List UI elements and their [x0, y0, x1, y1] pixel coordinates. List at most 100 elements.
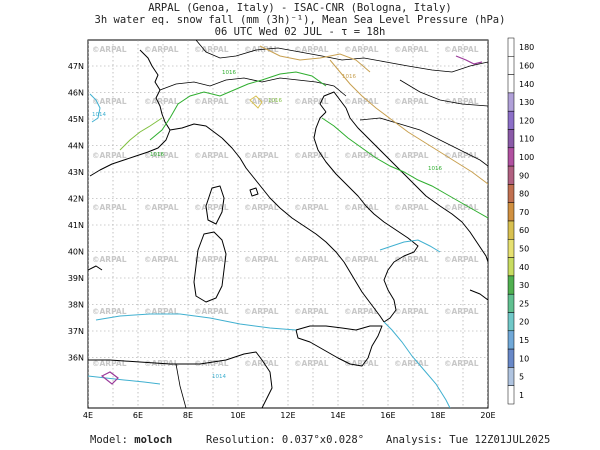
colorbar-level-label: 1 [519, 391, 524, 400]
watermark: ©ARPAL [294, 307, 329, 316]
watermark: ©ARPAL [294, 45, 329, 54]
colorbar-level-label: 130 [519, 98, 534, 107]
isobar-north-tan [259, 45, 371, 73]
colorbar-level-label: 15 [519, 336, 529, 345]
isobar-labels: 1016 1016 1014 1016 1016 1016 1014 [92, 70, 442, 380]
colorbar-level-label: 40 [519, 263, 529, 272]
colorbar-swatch [507, 165, 515, 185]
coast-italy-west [221, 137, 385, 323]
longitude-tick-label: 16E [380, 411, 395, 420]
watermark-layer: ©ARPAL ©ARPAL ©ARPAL ©ARPAL ©ARPAL ©ARPAL ©ARP… [92, 45, 479, 368]
watermark: ©ARPAL [294, 203, 329, 212]
coast-corsica [205, 185, 225, 225]
colorbar-swatch [507, 110, 515, 130]
latitude-tick-label: 42N [68, 195, 84, 204]
latitude-tick-label: 44N [68, 142, 84, 151]
latitude-tick-label: 40N [68, 248, 84, 257]
latitude-tick-label: 37N [68, 327, 84, 336]
colorbar-level-label: 20 [519, 318, 529, 327]
watermark: ©ARPAL [194, 151, 229, 160]
longitude-tick-label: 8E [183, 411, 193, 420]
isobar-value-label: 1014 [92, 112, 106, 118]
colorbar-level-label: 50 [519, 244, 529, 253]
watermark: ©ARPAL [144, 151, 179, 160]
snowfall-patches [100, 55, 483, 385]
colorbar-level-label: 180 [519, 43, 534, 52]
watermark: ©ARPAL [294, 97, 329, 106]
latitude-tick-label: 45N [68, 115, 84, 124]
isobar-value-label: 1016 [150, 152, 164, 158]
watermark: ©ARPAL [144, 307, 179, 316]
colorbar-level-label: 70 [519, 208, 529, 217]
colorbar-swatch [507, 147, 515, 167]
isobar-cyan-ionian [383, 321, 451, 408]
watermark: ©ARPAL [244, 151, 279, 160]
latitude-tick-label: 38N [68, 301, 84, 310]
watermark: ©ARPAL [92, 97, 127, 106]
isobar-balkan-tan [329, 59, 488, 185]
colorbar-swatch [507, 74, 515, 94]
watermark: ©ARPAL [144, 45, 179, 54]
watermark: ©ARPAL [344, 97, 379, 106]
colorbar-level-label: 90 [519, 171, 529, 180]
colorbar-swatch [507, 275, 515, 295]
colorbar-level-label: 160 [519, 61, 534, 70]
coast-north-africa [88, 351, 273, 408]
isobar-west-lightgreen [119, 117, 163, 151]
colorbar-level-label: 140 [519, 80, 534, 89]
watermark: ©ARPAL [444, 359, 479, 368]
watermark: ©ARPAL [344, 203, 379, 212]
colorbar-swatch [507, 385, 515, 405]
footer-resolution-value: 0.037°x0.028° [281, 434, 365, 446]
watermark: ©ARPAL [394, 307, 429, 316]
header-source: ARPAL (Genoa, Italy) - ISAC-CNR (Bologna… [148, 2, 452, 14]
colorbar-level-label: 5 [519, 373, 524, 382]
latitude-tick-label: 36N [68, 354, 84, 363]
latitude-tick-label: 43N [68, 168, 84, 177]
watermark: ©ARPAL [194, 203, 229, 212]
isobar-cyan-italy [379, 239, 441, 253]
latitude-tick-label: 46N [68, 89, 84, 98]
watermark: ©ARPAL [444, 255, 479, 264]
colorbar: 1801601401301201101009080706050403025201… [507, 37, 534, 405]
isobar-cyan-south [95, 313, 297, 331]
colorbar-swatch [507, 92, 515, 112]
colorbar-swatch [507, 257, 515, 277]
watermark: ©ARPAL [294, 359, 329, 368]
colorbar-swatch [507, 239, 515, 258]
coast-north-adriatic [319, 91, 347, 113]
coast-italy-east [313, 111, 419, 323]
footer-analysis-label: Analysis: [386, 434, 443, 446]
border-swiss-austria [159, 77, 347, 97]
watermark: ©ARPAL [344, 151, 379, 160]
snowfall-patch-africa [100, 371, 119, 385]
coast-greece [469, 289, 488, 301]
longitude-labels: 4E 6E 8E 10E 12E 14E 16E 18E 20E [83, 411, 496, 420]
watermark: ©ARPAL [92, 151, 127, 160]
footer-model: Model: moloch [90, 434, 172, 446]
colorbar-swatch [507, 367, 515, 386]
isobar-cyan-nw [89, 93, 101, 123]
latitude-labels: 47N 46N 45N 44N 43N 42N 41N 40N 39N 38N 37N 36N [68, 62, 84, 363]
isobar-value-label: 1014 [212, 374, 226, 380]
watermark: ©ARPAL [394, 97, 429, 106]
watermark: ©ARPAL [244, 255, 279, 264]
watermark: ©ARPAL [144, 97, 179, 106]
watermark: ©ARPAL [444, 203, 479, 212]
snowfall-patch-alps [249, 95, 263, 109]
island-elba [249, 187, 259, 197]
longitude-tick-label: 14E [330, 411, 345, 420]
watermark: ©ARPAL [194, 97, 229, 106]
colorbar-level-label: 10 [519, 354, 529, 363]
watermark: ©ARPAL [92, 255, 127, 264]
footer-analysis: Analysis: Tue 12Z01JUL2025 [386, 434, 550, 446]
border-balkans-inland [359, 117, 488, 167]
longitude-tick-label: 12E [280, 411, 295, 420]
watermark: ©ARPAL [444, 151, 479, 160]
colorbar-swatch [507, 129, 515, 149]
colorbar-level-label: 80 [519, 190, 529, 199]
colorbar-level-label: 110 [519, 135, 534, 144]
watermark: ©ARPAL [294, 151, 329, 160]
watermark: ©ARPAL [394, 203, 429, 212]
colorbar-level-label: 60 [519, 226, 529, 235]
